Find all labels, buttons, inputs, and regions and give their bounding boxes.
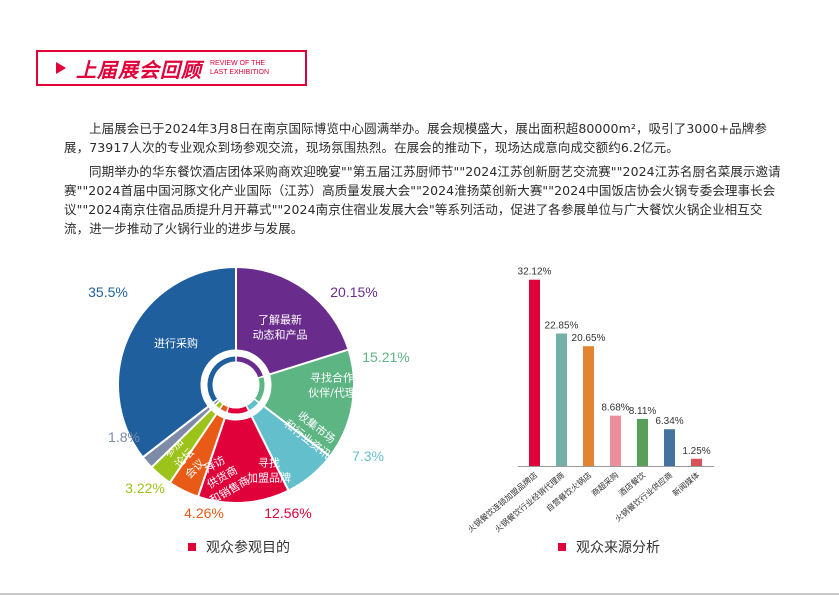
pie-chart-title: 观众参观目的: [206, 540, 290, 556]
percent-label: 4.26%: [184, 505, 224, 521]
percent-label: 7.3%: [352, 448, 384, 464]
slice-label: 动态和产品: [253, 328, 308, 342]
slice-label: 伙伴/代理: [308, 387, 356, 400]
slice-label: 了解最新: [258, 313, 302, 327]
section-header: 上届展会回顾 REVIEW OF THE LAST EXHIBITION: [36, 50, 307, 86]
legend-square-icon: [188, 543, 196, 551]
bar-category-label: 新闻媒体: [670, 470, 701, 498]
events-paragraph: 同期举办的华东餐饮酒店团体采购商欢迎晚宴""第五届江苏厨师节""2024江苏创新…: [64, 164, 781, 236]
bar-chart-title: 观众来源分析: [576, 540, 660, 556]
bar-value-label: 8.11%: [629, 406, 657, 417]
percent-label: 12.56%: [264, 505, 311, 521]
section-title: 上届展会回顾: [76, 57, 202, 82]
bar: [637, 418, 648, 466]
bar-value-label: 20.65%: [572, 333, 606, 344]
bar-value-label: 8.68%: [601, 403, 629, 414]
slice-label: 寻找合作: [310, 371, 354, 385]
intro-paragraph: 上届展会已于2024年3月8日在南京国际博览中心圆满举办。展会规模盛大，展出面积…: [64, 121, 767, 155]
bar-value-label: 1.25%: [682, 446, 710, 457]
bar-category-label: 商超采购: [589, 470, 620, 498]
slice-label: 进行采购: [154, 336, 198, 350]
bar: [610, 415, 621, 466]
slice-label: 寻找: [258, 456, 280, 470]
donut-chart: 了解最新动态和产品寻找合作伙伴/代理收集市场和行业资讯寻找加盟品牌拜访供货商和销…: [88, 265, 410, 521]
bar-chart: 32.12%火锅餐饮连锁加盟品牌店22.85%火锅餐饮行业经销代理商20.65%…: [465, 267, 714, 534]
bar: [529, 279, 540, 466]
legend-square-icon: [558, 543, 566, 551]
bar: [556, 333, 567, 466]
percent-label: 35.5%: [88, 284, 128, 300]
visitor-source-chart: 32.12% 火锅餐饮连锁加盟品牌店 22.85% 火锅餐饮行业经销代理商 20.65%…: [440, 255, 740, 555]
play-triangle-icon: [56, 62, 66, 74]
pie-legend: 观众参观目的: [188, 537, 290, 557]
bar: [583, 346, 594, 466]
bar: [691, 458, 702, 466]
percent-label: 1.8%: [108, 429, 140, 445]
footer-divider: [0, 593, 839, 595]
section-subtitle: REVIEW OF THE LAST EXHIBITION: [210, 60, 269, 76]
visitor-purpose-chart: 了解最新 动态和产品 寻找合作 伙伴/代理 收集市场 和行业资讯 寻找 加盟品牌 拜访 供货商 和销…: [0, 250, 430, 540]
percent-label: 20.15%: [330, 284, 377, 300]
bar-value-label: 32.12%: [518, 267, 552, 278]
percent-label: 3.22%: [125, 480, 165, 496]
slice-label: 加盟品牌: [247, 471, 291, 485]
bar: [664, 429, 675, 466]
percent-label: 15.21%: [362, 349, 409, 365]
bar-category-label: 自营餐饮火锅店: [544, 470, 593, 514]
bar-value-label: 6.34%: [655, 416, 683, 427]
bar-value-label: 22.85%: [545, 320, 579, 331]
bar-legend: 观众来源分析: [558, 537, 660, 557]
